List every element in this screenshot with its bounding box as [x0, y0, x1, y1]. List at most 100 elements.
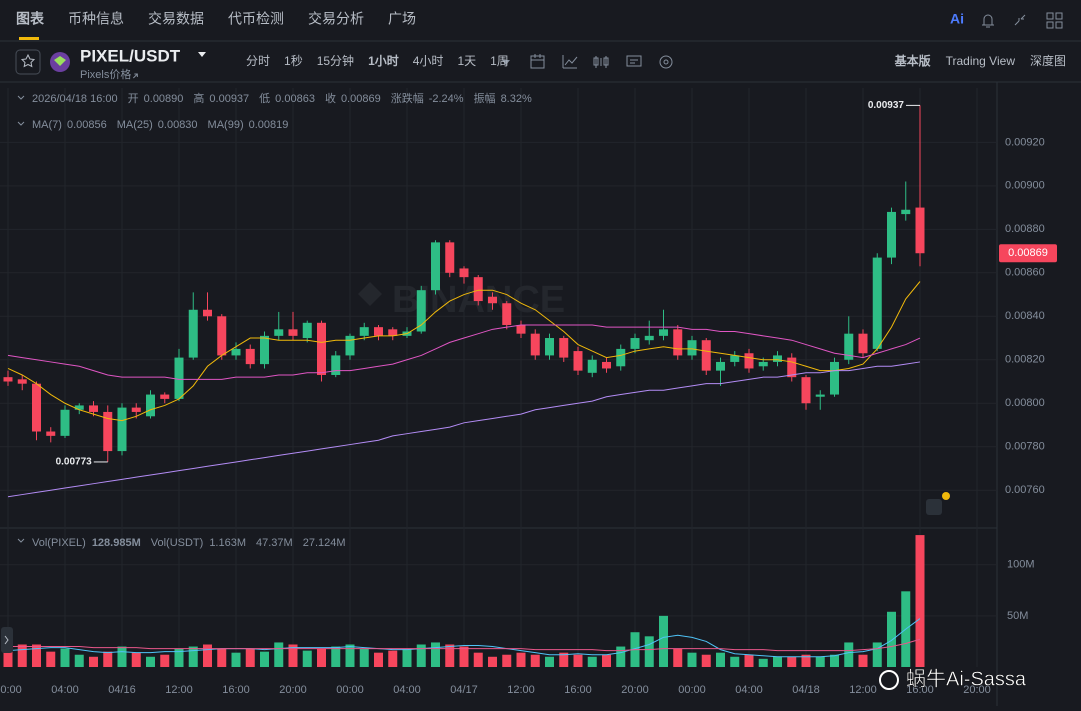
candle-body [701, 340, 711, 371]
volume-bar [773, 656, 782, 667]
y-tick-label: 0.00840 [1005, 310, 1045, 322]
favorite-button[interactable] [15, 49, 41, 75]
candle-body [288, 329, 298, 336]
symbol: PIXEL/USDT [80, 46, 181, 65]
candle-body [787, 357, 797, 378]
volume-bar [716, 652, 725, 667]
view-option[interactable]: Trading View [946, 54, 1016, 68]
bell-icon[interactable] [982, 14, 994, 28]
toolbar-icons[interactable] [530, 54, 673, 69]
collapse-icon[interactable] [1014, 14, 1026, 26]
y-tick-label: 0.00880 [1005, 223, 1045, 235]
candle-body [687, 340, 697, 356]
volume-bar [545, 656, 554, 667]
candle-body [744, 353, 754, 369]
volume-bar [3, 646, 13, 667]
candle-body [644, 335, 654, 341]
volume-bar [74, 654, 84, 667]
volume-bar [374, 652, 383, 667]
interval-option[interactable]: 4小时 [413, 54, 444, 68]
y-tick-label: 0.00900 [1005, 180, 1045, 192]
candle-body [203, 309, 212, 317]
x-tick-label: 12:00 [507, 684, 535, 696]
legend-name: MA(25) [117, 119, 153, 131]
candle-body [345, 335, 355, 356]
volume-bar [46, 651, 56, 667]
candle-body [801, 377, 811, 404]
marks-layer [3, 105, 925, 667]
collapse-chevrons[interactable] [17, 95, 25, 543]
y-tick-label: 100M [1007, 559, 1035, 571]
volume-bar [488, 656, 497, 667]
volume-bar [359, 648, 369, 667]
candle-body [516, 324, 526, 334]
legend-value: 0.00819 [249, 119, 289, 131]
interval-option[interactable]: 15分钟 [317, 53, 354, 68]
side-tab-arrow [4, 635, 9, 645]
candle-body [545, 338, 554, 356]
tab-underline [19, 37, 39, 40]
header-field-value: 0.00890 [144, 93, 184, 105]
ma-line [8, 638, 921, 652]
event-icon[interactable] [926, 499, 942, 515]
nav-tab[interactable]: 代币检测 [228, 11, 284, 27]
event-dot [942, 492, 950, 500]
volume-bar [844, 642, 854, 667]
view-option[interactable]: 深度图 [1030, 53, 1066, 68]
symbol-dropdown[interactable] [198, 52, 206, 57]
candle-body [573, 351, 583, 371]
interval-option[interactable]: 分时 [246, 54, 270, 68]
layout-icon[interactable] [1046, 12, 1063, 29]
candle-body [815, 394, 825, 397]
nav-tab[interactable]: 币种信息 [68, 11, 124, 27]
volume-bar [288, 644, 298, 667]
interval-option[interactable]: 1小时 [368, 53, 399, 68]
y-tick-label: 0.00820 [1005, 354, 1045, 366]
candle-body [630, 338, 640, 349]
external-link [132, 73, 138, 79]
volume-bar [872, 642, 882, 667]
volume-bar [616, 646, 626, 667]
volume-bar [473, 652, 483, 667]
credit-text: 蜗牛Ai-Sassa [906, 667, 1027, 690]
coin-gem [54, 56, 66, 66]
annotation-label: 0.00937 [868, 100, 905, 111]
nav-tab[interactable]: 交易分析 [308, 11, 364, 27]
volume-bar [701, 654, 711, 667]
nav-tab[interactable]: 交易数据 [148, 11, 204, 27]
volume-bar [402, 648, 412, 667]
legend-name: MA(7) [32, 119, 62, 131]
header-field-value: -2.24% [429, 93, 464, 105]
candle-body [217, 316, 227, 356]
interval-dropdown[interactable] [502, 60, 510, 65]
nav-tab[interactable]: 图表 [16, 11, 45, 27]
candle-body [317, 322, 326, 375]
interval-option[interactable]: 1天 [457, 54, 476, 68]
annotation-label: 0.00773 [56, 457, 93, 468]
nav-tab[interactable]: 广场 [388, 11, 416, 27]
view-option[interactable]: 基本版 [894, 53, 931, 68]
volume-bar [673, 648, 683, 667]
header-field-label: 开 [128, 93, 139, 105]
interval-option[interactable]: 1周 [490, 54, 509, 68]
candle-body [488, 296, 497, 304]
volume-bar [530, 654, 540, 667]
candle-body [231, 348, 241, 356]
x-tick-label: 20:00 [279, 684, 307, 696]
ma-line [7, 618, 921, 658]
volume-bar [160, 654, 170, 667]
volume-bar [744, 654, 754, 667]
ai-icon[interactable]: Ai [950, 11, 964, 27]
candle-body [459, 268, 469, 278]
volume-bar [260, 651, 269, 667]
side-tab[interactable] [1, 627, 13, 653]
candle-body [830, 361, 839, 395]
volume-bar [416, 644, 426, 667]
interval-option[interactable]: 1秒 [284, 54, 303, 68]
candle-body [445, 242, 455, 273]
header-field-label: 低 [259, 92, 270, 105]
x-tick-label: 04:00 [51, 684, 79, 696]
candle-body [773, 355, 782, 362]
